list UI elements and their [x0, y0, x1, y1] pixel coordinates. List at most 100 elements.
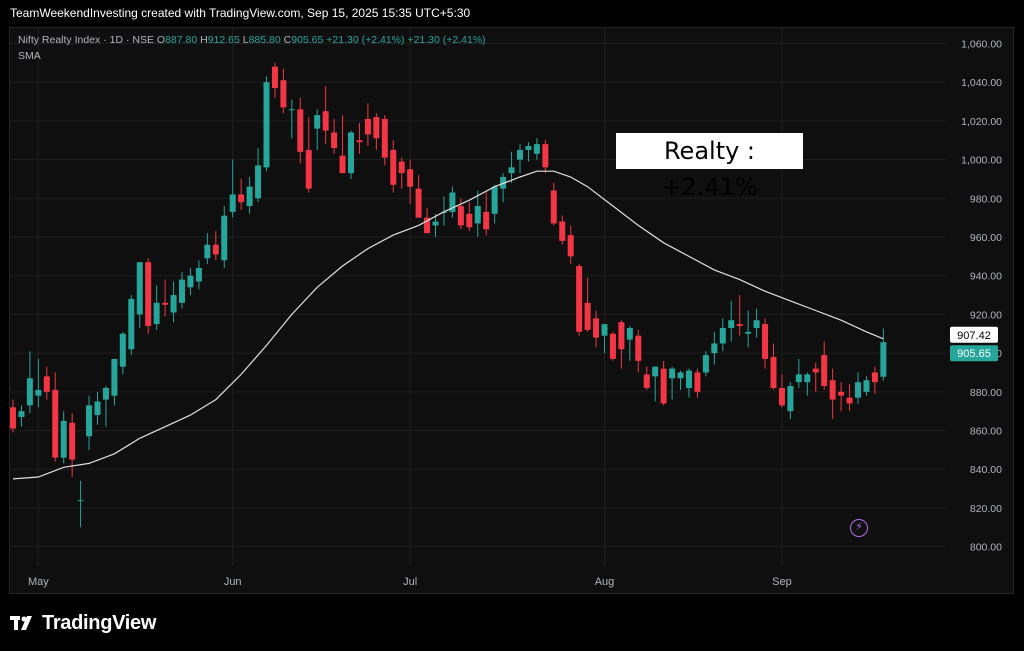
candle-body	[778, 387, 785, 406]
candle-body	[686, 370, 692, 388]
candle-body	[474, 206, 481, 224]
candle-body	[855, 382, 861, 398]
candle-body	[542, 144, 549, 168]
candle-body	[457, 206, 464, 226]
candle-body	[491, 186, 498, 214]
candle-body	[246, 186, 253, 207]
candle-body	[812, 368, 819, 373]
candle-body	[43, 376, 50, 392]
candle-body	[787, 386, 794, 412]
y-tick-label: 1,060.00	[961, 38, 1002, 50]
candle-body	[221, 215, 228, 261]
candle-body	[483, 211, 490, 230]
candle-body	[508, 167, 515, 174]
chart-panel[interactable]: 800.00820.00840.00860.00880.00900.00920.…	[9, 27, 1014, 594]
high-value: 912.65	[207, 34, 240, 46]
candle-body	[339, 155, 346, 174]
candle-body	[719, 327, 726, 344]
candle-body	[660, 368, 667, 404]
y-tick-label: 1,020.00	[961, 116, 1002, 128]
flash-icon[interactable]: ⚡	[850, 519, 868, 537]
candle-body	[584, 302, 591, 330]
candle-body	[322, 111, 329, 131]
candle-body	[652, 366, 659, 377]
candle-body	[736, 324, 743, 327]
candle-body	[880, 342, 887, 377]
x-tick-label: Aug	[595, 576, 615, 588]
sma-price-label	[950, 326, 998, 343]
y-tick-label: 1,000.00	[961, 155, 1002, 167]
candle-body	[77, 500, 84, 502]
candle-body	[348, 132, 354, 174]
high-key: H	[200, 34, 208, 46]
candle-body	[517, 149, 523, 160]
open-key: O	[156, 34, 166, 46]
sma-line	[12, 170, 884, 480]
candle-body	[145, 262, 152, 327]
candle-body	[424, 217, 431, 234]
candle-body	[559, 221, 566, 241]
candle-body	[35, 389, 42, 396]
candle-body	[829, 380, 836, 400]
tradingview-logo-icon	[10, 616, 32, 630]
chart-caption: TeamWeekendInvesting created with Tradin…	[10, 6, 471, 20]
candle-body	[280, 80, 287, 108]
candle-body	[390, 149, 397, 185]
candle-body	[702, 355, 709, 373]
candle-body	[618, 322, 625, 350]
x-tick-label: Sep	[772, 576, 792, 588]
candle-body	[745, 331, 752, 334]
candle-body	[711, 343, 718, 354]
candle-body	[305, 149, 312, 189]
candle-body	[364, 118, 371, 135]
candle-body	[728, 320, 735, 328]
candle-body	[128, 298, 135, 350]
candle-body	[677, 372, 684, 379]
candle-body	[162, 302, 169, 305]
y-tick-label: 820.00	[970, 503, 1002, 515]
candle-body	[871, 372, 878, 383]
candle-body	[626, 327, 633, 340]
candle-body	[576, 266, 583, 332]
candle-body	[795, 374, 802, 383]
sma-legend[interactable]: SMA	[18, 50, 41, 62]
candle-body	[195, 267, 202, 282]
candle-body	[432, 221, 439, 226]
candle-body	[136, 262, 143, 315]
candle-body	[567, 235, 574, 257]
close-value: 905.65	[291, 34, 324, 46]
candle-body	[821, 355, 828, 387]
candle-body	[288, 109, 295, 111]
change-value: +21.30 (+2.41%)	[326, 34, 405, 46]
candle-body	[10, 407, 16, 429]
candle-body	[229, 194, 236, 212]
candle-body	[18, 411, 25, 417]
candle-body	[753, 320, 760, 328]
chart-canvas[interactable]: 800.00820.00840.00860.00880.00900.00920.…	[10, 28, 1013, 593]
candle-body	[297, 109, 304, 152]
y-tick-label: 840.00	[970, 464, 1002, 476]
candle-body	[635, 335, 642, 361]
y-tick-label: 940.00	[970, 271, 1002, 283]
close-key: C	[283, 34, 292, 46]
candle-body	[60, 420, 67, 458]
last-price-text: 905.65	[957, 348, 991, 360]
candle-body	[212, 244, 219, 255]
candle-body	[525, 146, 532, 150]
candle-body	[52, 389, 59, 458]
candle-body	[26, 378, 33, 406]
low-key: L	[242, 34, 249, 46]
candle-body	[170, 295, 177, 313]
candle-body	[187, 275, 194, 288]
candle-body	[415, 188, 422, 218]
y-tick-label: 920.00	[970, 309, 1002, 321]
y-tick-label: 860.00	[970, 426, 1002, 438]
candle-body	[314, 115, 321, 129]
candle-body	[846, 397, 853, 404]
candle-body	[381, 118, 388, 158]
candle-body	[238, 194, 245, 203]
candle-body	[804, 374, 811, 383]
candle-body	[533, 144, 540, 154]
last-price-label	[950, 345, 998, 362]
candle-body	[69, 422, 76, 460]
